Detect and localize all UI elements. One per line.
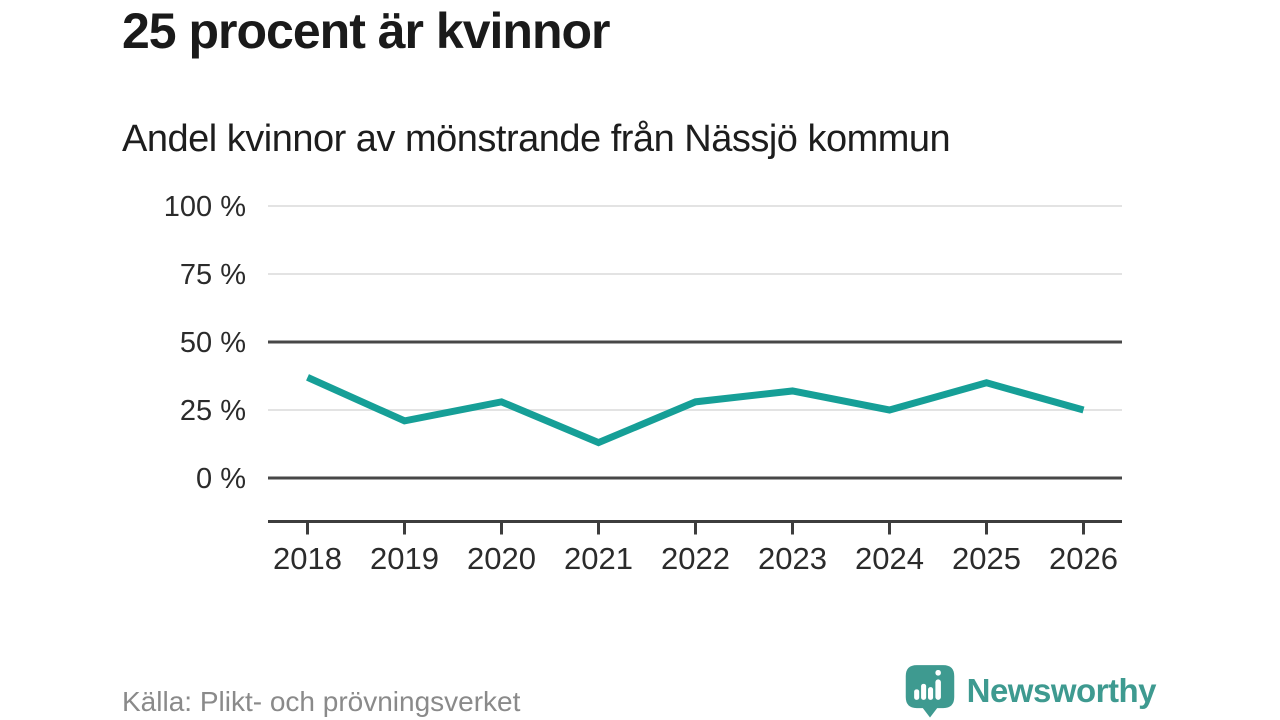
- newsworthy-logo: Newsworthy: [904, 663, 1157, 719]
- y-axis-tick-label: 100 %: [164, 191, 246, 223]
- data-line: [306, 374, 1085, 447]
- x-axis-tick-label: 2024: [855, 541, 924, 576]
- x-axis-tick-label: 2023: [758, 541, 827, 576]
- x-axis-tick-label: 2018: [273, 541, 342, 576]
- y-axis-tick-label: 50 %: [180, 327, 246, 359]
- x-axis-tick-label: 2022: [661, 541, 730, 576]
- chart-subtitle: Andel kvinnor av mönstrande från Nässjö …: [122, 118, 951, 160]
- x-axis-tick-label: 2021: [564, 541, 633, 576]
- chart-title: 25 procent är kvinnor: [122, 3, 610, 59]
- source-note: Källa: Plikt- och prövningsverket: [122, 686, 521, 717]
- y-axis-tick-label: 0 %: [196, 463, 246, 495]
- x-axis-tick-label: 2019: [370, 541, 439, 576]
- y-axis-tick-label: 25 %: [180, 395, 246, 427]
- x-axis-tick-label: 2026: [1049, 541, 1118, 576]
- newsworthy-logo-icon: [905, 665, 954, 718]
- x-axis-tick-label: 2020: [467, 541, 536, 576]
- y-axis-tick-label: 75 %: [180, 259, 246, 291]
- newsworthy-logo-text: Newsworthy: [966, 672, 1157, 709]
- x-axis-tick-label: 2025: [952, 541, 1021, 576]
